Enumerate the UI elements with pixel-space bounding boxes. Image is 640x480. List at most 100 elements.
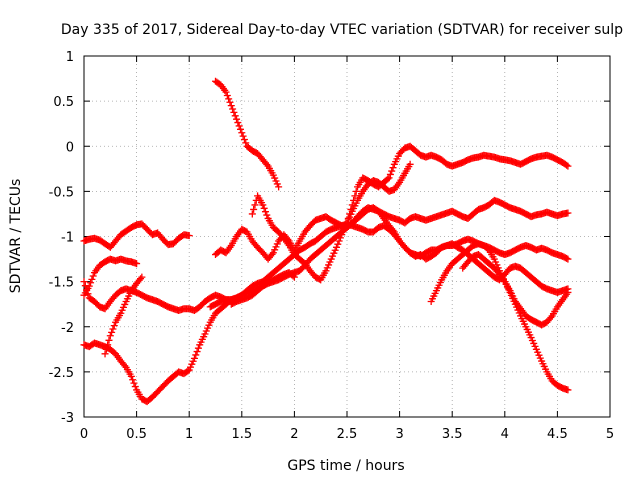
y-tick-label: -2 (61, 321, 74, 336)
series-arc-8 (248, 160, 414, 284)
series-arc-1 (80, 220, 193, 251)
data-point (130, 379, 138, 387)
data-point (563, 254, 571, 262)
data-point (101, 350, 109, 358)
x-tick-label: 0.5 (126, 427, 147, 442)
y-tick-label: -1.5 (49, 276, 74, 291)
y-tick-label: 1 (66, 50, 74, 65)
data-point (352, 187, 360, 195)
y-tick-label: 0.5 (53, 95, 74, 110)
chart-title: Day 335 of 2017, Sidereal Day-to-day VTE… (61, 22, 623, 38)
data-point (227, 102, 235, 110)
data-point (335, 237, 343, 245)
data-point (250, 205, 258, 213)
series-arc-9 (227, 196, 572, 308)
x-tick-label: 4 (501, 427, 509, 442)
data-point (102, 345, 110, 353)
data-point (110, 322, 118, 330)
data-point (406, 160, 414, 168)
data-point (263, 161, 271, 169)
data-point (235, 122, 243, 130)
x-tick-label: 1.5 (231, 427, 252, 442)
y-tick-label: -2.5 (49, 366, 74, 381)
data-point (127, 372, 135, 380)
data-point (87, 279, 95, 287)
data-point (88, 275, 96, 283)
data-point (334, 240, 342, 248)
data-point (386, 170, 394, 178)
data-point (225, 95, 233, 103)
data-point (275, 183, 283, 191)
y-axis-label: SDTVAR / TECUs (8, 179, 24, 294)
data-point (234, 119, 242, 127)
data-point (263, 211, 271, 219)
data-point (238, 129, 246, 137)
data-point (190, 354, 198, 362)
data-point (137, 275, 145, 283)
data-point (251, 201, 259, 209)
data-point (230, 108, 238, 116)
data-point (564, 255, 572, 263)
data-point (259, 201, 267, 209)
data-point (223, 91, 231, 99)
data-point (89, 272, 97, 280)
data-point (105, 336, 113, 344)
data-point (131, 383, 139, 391)
data-point (129, 376, 137, 384)
data-point (109, 325, 117, 333)
data-point (106, 332, 114, 340)
x-tick-label: 2 (290, 427, 298, 442)
data-point (351, 192, 359, 200)
data-point (229, 105, 237, 113)
data-point (564, 162, 572, 170)
series-arc-10 (343, 142, 572, 227)
y-tick-label: -3 (61, 411, 74, 426)
data-point (185, 232, 193, 240)
data-point (348, 201, 356, 209)
series-arc-5 (101, 273, 146, 358)
y-tick-label: -1 (61, 231, 74, 246)
data-point (80, 278, 88, 286)
data-point (260, 204, 268, 212)
tick-layer: 0 0.5 1 1.5 2 2.5 3 3.5 4 4.5 5 1 0.5 0 -0.5 -1 -1.5 -2 -2… (49, 50, 615, 442)
data-point (384, 175, 392, 183)
x-tick-label: 2.5 (337, 427, 358, 442)
x-tick-label: 3.5 (442, 427, 463, 442)
data-point (236, 125, 244, 133)
data-point (226, 98, 234, 106)
data-point (346, 210, 354, 218)
data-point (347, 205, 355, 213)
data-point (547, 313, 555, 321)
data-point (248, 210, 256, 218)
series-arc-13 (459, 251, 572, 329)
data-point (564, 209, 572, 217)
x-tick-label: 3 (395, 427, 403, 442)
series-layer (80, 77, 572, 406)
x-tick-label: 1 (185, 427, 193, 442)
data-point (133, 260, 141, 268)
data-point (242, 139, 250, 147)
series-arc-3 (80, 269, 298, 315)
data-point (184, 367, 192, 375)
x-tick-label: 4.5 (547, 427, 568, 442)
data-point (233, 115, 241, 123)
data-point (194, 344, 202, 352)
data-point (388, 167, 396, 175)
data-point (85, 282, 93, 290)
data-point (138, 273, 146, 281)
x-axis-label: GPS time / hours (287, 458, 404, 474)
data-point (239, 132, 247, 140)
data-point (268, 250, 276, 258)
data-point (564, 386, 572, 394)
y-tick-label: -0.5 (49, 185, 74, 200)
data-point (231, 112, 239, 120)
series-arc-4 (80, 255, 141, 299)
data-point (192, 351, 200, 359)
data-point (564, 288, 572, 296)
x-tick-label: 5 (606, 427, 614, 442)
data-point (104, 341, 112, 349)
data-point (121, 362, 129, 370)
data-point (385, 174, 393, 182)
